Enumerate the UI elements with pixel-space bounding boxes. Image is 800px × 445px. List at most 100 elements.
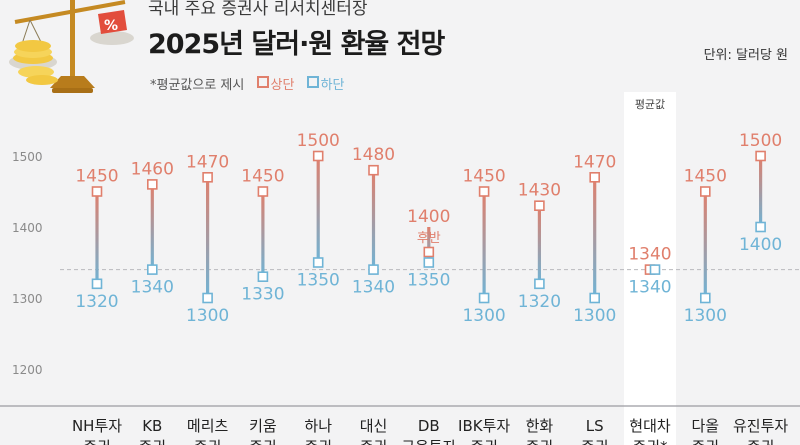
lower-value-label: 1350 [297, 271, 340, 291]
upper-value-label: 1480 [352, 145, 395, 165]
y-tick-label: 1300 [12, 292, 43, 306]
x-tick-label: 현대차 [629, 417, 671, 435]
legend: *평균값으로 제시 상단 하단 [150, 74, 344, 93]
unit-label: 단위: 달러당 원 [703, 48, 788, 63]
upper-value-label: 1460 [131, 159, 174, 179]
upper-value-label: 1340 [628, 245, 671, 265]
upper-value-label: 1450 [241, 167, 284, 187]
x-tick-label: 유진투자 [733, 417, 788, 435]
x-tick-label-line2: 증권 [83, 438, 111, 445]
upper-marker [755, 150, 766, 162]
highlight-label: 평균값 [635, 98, 665, 111]
lower-marker [589, 292, 601, 304]
x-tick-label: 한화 [526, 417, 554, 435]
lower-marker [147, 264, 158, 275]
lower-value-label: 1300 [186, 306, 229, 326]
legend-upper-swatch [256, 76, 269, 88]
upper-value-label: 1450 [75, 167, 118, 187]
x-tick-label-line2: 증권 [691, 438, 719, 445]
x-tick-label-line2: 증권 [304, 438, 332, 445]
x-tick-label: LS [586, 417, 604, 435]
x-tick-label-line2: 증권* [632, 438, 668, 445]
upper-marker [478, 186, 490, 197]
upper-value-label: 1470 [186, 152, 229, 172]
x-tick-label: DB [418, 417, 440, 435]
lower-marker [699, 292, 711, 304]
range-bar [759, 156, 763, 227]
lower-marker [755, 221, 766, 233]
upper-marker [91, 186, 103, 197]
upper-value-label: 1450 [462, 167, 505, 187]
upper-value-label: 1450 [684, 167, 727, 187]
x-tick-label: 메리츠 [187, 417, 229, 435]
upper-marker [589, 172, 601, 183]
x-tick-label-line2: 증권 [194, 438, 222, 445]
lower-value-label: 1320 [75, 292, 118, 312]
range-annotation: 후반 [417, 231, 441, 246]
upper-value-label: 1400 [407, 207, 450, 227]
x-tick-label-line2: 금융투자 [401, 438, 456, 445]
legend-upper: 상단 [249, 76, 295, 93]
legend-lower-label: 하단 [320, 78, 345, 93]
upper-value-label: 1430 [518, 181, 561, 201]
upper-marker [423, 246, 435, 258]
x-tick-label: KB [142, 417, 162, 435]
x-tick-label-line2: 증권 [470, 438, 498, 445]
lower-marker [478, 292, 490, 304]
range-bar [537, 205, 541, 284]
range-bar [593, 177, 597, 298]
lower-marker [368, 264, 379, 275]
lower-value-label: 1350 [407, 271, 450, 291]
range-bar [150, 184, 154, 270]
upper-marker [368, 164, 379, 176]
x-tick-label: IBK투자 [458, 417, 510, 435]
y-tick-label: 1400 [12, 221, 43, 235]
x-tick-label-line2: 증권 [747, 438, 775, 445]
upper-marker [699, 186, 711, 197]
y-tick-label: 1500 [12, 150, 43, 164]
lower-value-label: 1400 [739, 235, 782, 255]
range-bar [482, 191, 486, 298]
legend-upper-label: 상단 [270, 78, 295, 93]
range-bar [261, 191, 265, 277]
lower-value-label: 1300 [462, 306, 505, 326]
range-bar [206, 177, 210, 298]
lower-value-label: 1300 [684, 306, 727, 326]
x-tick-label-line2: 증권 [526, 438, 554, 445]
legend-lower: 하단 [299, 76, 345, 93]
lower-value-label: 1340 [628, 278, 671, 298]
lower-value-label: 1340 [131, 278, 174, 298]
x-tick-label: 하나 [304, 417, 332, 435]
x-tick-label-line2: 증권 [581, 438, 609, 445]
upper-marker [202, 172, 213, 183]
lower-value-label: 1320 [518, 292, 561, 312]
lower-value-label: 1330 [241, 285, 284, 305]
upper-value-label: 1500 [739, 131, 782, 151]
lower-marker [649, 264, 661, 275]
lower-marker [423, 257, 435, 268]
x-tick-label-line2: 증권 [249, 438, 277, 445]
lower-marker [91, 278, 103, 290]
upper-marker [257, 186, 269, 197]
lower-marker [534, 278, 545, 290]
upper-value-label: 1500 [297, 131, 340, 151]
average-note: *평균값으로 제시 [150, 78, 245, 93]
x-tick-label: 대신 [360, 417, 388, 435]
x-tick-label-line2: 증권 [360, 438, 388, 445]
x-tick-label: 다올 [691, 417, 719, 435]
chart-kicker: 국내 주요 증권사 리서치센터장 [148, 0, 368, 19]
range-bar [95, 191, 99, 284]
x-tick-label: NH투자 [72, 417, 122, 435]
legend-lower-swatch [306, 76, 319, 88]
upper-value-label: 1470 [573, 152, 616, 172]
upper-marker [147, 179, 158, 190]
range-bar [427, 227, 431, 263]
upper-marker [534, 200, 545, 211]
lower-marker [202, 292, 213, 304]
range-bar [703, 191, 707, 298]
upper-marker [312, 150, 324, 162]
lower-marker [312, 257, 324, 268]
lower-value-label: 1340 [352, 278, 395, 298]
balance-scale-illustration: % [0, 0, 150, 100]
